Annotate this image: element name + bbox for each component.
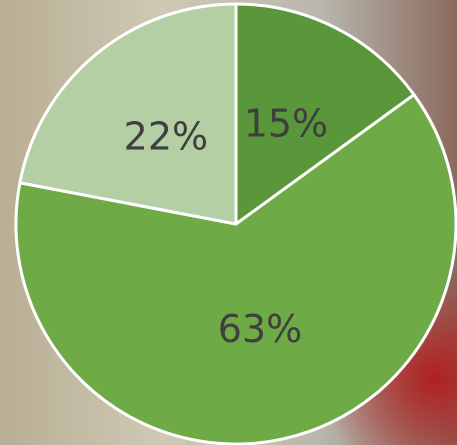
data-label: 15% — [244, 101, 328, 145]
data-label: 22% — [124, 115, 208, 159]
pie-slice — [234, 2, 416, 226]
pie-slice — [14, 93, 457, 445]
pie-slice — [18, 2, 238, 226]
data-label: 63% — [218, 307, 302, 351]
